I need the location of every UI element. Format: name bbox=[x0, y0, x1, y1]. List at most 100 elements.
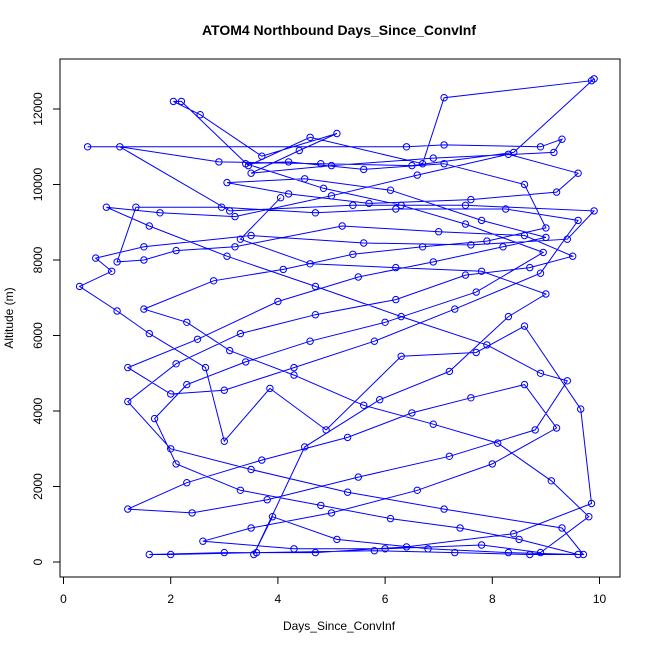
data-point bbox=[349, 201, 357, 210]
data-point bbox=[520, 231, 529, 240]
data-point bbox=[301, 175, 309, 183]
data-point bbox=[397, 312, 405, 321]
data-point bbox=[167, 390, 175, 398]
data-point bbox=[402, 143, 411, 151]
data-point bbox=[263, 496, 271, 504]
data-point bbox=[343, 433, 352, 442]
data-point bbox=[536, 548, 545, 557]
data-point bbox=[445, 452, 454, 460]
data-point bbox=[542, 224, 550, 232]
data-point bbox=[220, 386, 229, 394]
data-point bbox=[587, 499, 596, 508]
data-point bbox=[526, 550, 534, 559]
data-point bbox=[381, 545, 389, 553]
data-point bbox=[236, 235, 245, 243]
data-point bbox=[360, 401, 368, 409]
data-point bbox=[209, 277, 218, 285]
data-point bbox=[397, 201, 405, 210]
data-point bbox=[569, 252, 577, 260]
data-point bbox=[451, 548, 459, 557]
data-point bbox=[461, 271, 470, 279]
data-point bbox=[226, 346, 234, 355]
data-point bbox=[145, 550, 154, 559]
data-point bbox=[295, 146, 303, 155]
data-point bbox=[467, 195, 475, 204]
data-point bbox=[552, 424, 561, 432]
data-point bbox=[547, 477, 555, 485]
data-point bbox=[424, 545, 432, 553]
x-tick-label: 2 bbox=[167, 592, 174, 606]
data-point bbox=[461, 220, 470, 228]
data-point bbox=[558, 135, 566, 143]
x-tick-label: 4 bbox=[275, 592, 282, 606]
data-point bbox=[494, 439, 502, 447]
data-point bbox=[413, 171, 421, 179]
data-point bbox=[311, 282, 320, 291]
data-point bbox=[461, 201, 470, 210]
data-point bbox=[116, 143, 124, 151]
data-point bbox=[440, 160, 448, 168]
y-tick-label: 8000 bbox=[31, 246, 45, 273]
data-point bbox=[504, 150, 513, 159]
data-point bbox=[132, 203, 140, 211]
data-point bbox=[429, 154, 437, 162]
x-tick-label: 10 bbox=[593, 592, 607, 606]
data-point bbox=[376, 396, 384, 404]
data-point bbox=[550, 148, 558, 157]
data-point bbox=[250, 550, 258, 559]
data-point bbox=[472, 288, 480, 296]
data-point bbox=[577, 405, 585, 413]
y-tick-label: 6000 bbox=[31, 322, 45, 349]
data-point bbox=[585, 513, 593, 521]
data-point bbox=[574, 216, 582, 225]
data-point bbox=[429, 258, 437, 266]
y-tick-label: 2000 bbox=[31, 473, 45, 500]
data-point bbox=[113, 307, 121, 315]
y-tick-label: 4000 bbox=[31, 397, 45, 424]
data-point bbox=[451, 305, 459, 313]
data-point bbox=[188, 509, 196, 517]
data-point bbox=[574, 550, 582, 559]
plot-area-frame bbox=[59, 58, 621, 578]
data-point bbox=[75, 282, 84, 291]
y-tick-label: 10000 bbox=[31, 167, 45, 201]
data-point bbox=[408, 409, 416, 417]
data-point bbox=[354, 273, 362, 281]
data-point bbox=[408, 161, 416, 170]
data-point bbox=[440, 141, 448, 149]
data-point bbox=[520, 322, 529, 330]
data-point bbox=[402, 543, 411, 551]
data-point bbox=[360, 239, 368, 247]
data-point bbox=[284, 158, 293, 166]
data-point bbox=[510, 530, 518, 538]
data-point bbox=[247, 465, 255, 474]
data-point bbox=[223, 252, 231, 260]
data-point bbox=[201, 363, 210, 372]
y-tick-label: 0 bbox=[31, 558, 45, 565]
data-point bbox=[167, 550, 175, 559]
y-axis-label: Altitude (m) bbox=[2, 287, 16, 348]
data-point bbox=[220, 437, 229, 445]
data-point bbox=[177, 97, 186, 106]
data-point bbox=[542, 233, 550, 242]
data-point bbox=[590, 75, 598, 83]
data-point bbox=[217, 203, 226, 211]
data-point bbox=[360, 165, 368, 174]
data-point bbox=[236, 486, 245, 494]
data-point bbox=[311, 209, 320, 217]
data-point bbox=[536, 143, 545, 151]
data-point bbox=[327, 192, 336, 200]
data-point bbox=[381, 318, 389, 326]
data-point bbox=[526, 263, 534, 272]
data-point bbox=[488, 460, 496, 468]
chart-title: ATOM4 Northbound Days_Since_ConvInf bbox=[202, 22, 476, 38]
data-point bbox=[83, 143, 92, 151]
data-point bbox=[386, 514, 395, 523]
data-point bbox=[477, 267, 486, 275]
data-point bbox=[333, 535, 341, 544]
data-point bbox=[172, 246, 180, 255]
data-point bbox=[258, 152, 266, 160]
data-point bbox=[169, 97, 178, 106]
data-point bbox=[266, 384, 274, 393]
